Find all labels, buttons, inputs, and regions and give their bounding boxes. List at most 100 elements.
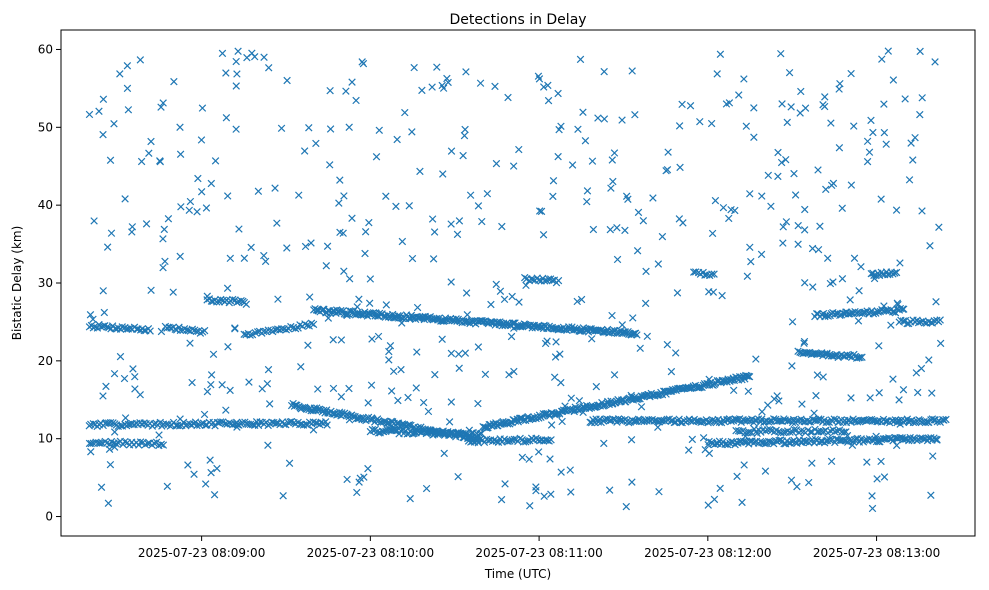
detection-point	[766, 417, 775, 426]
detection-point	[708, 229, 717, 238]
detection-point	[622, 192, 631, 200]
detection-point	[394, 396, 402, 405]
detection-point	[159, 99, 167, 107]
detection-point	[713, 70, 721, 78]
detection-point	[263, 379, 272, 388]
detection-point	[788, 362, 796, 370]
detection-point	[819, 427, 828, 436]
detection-point	[510, 435, 518, 444]
detection-point	[233, 70, 241, 78]
detection-point	[192, 327, 201, 336]
detection-point	[116, 352, 125, 361]
detection-point	[588, 157, 597, 165]
detection-point	[447, 147, 456, 155]
detection-point	[246, 331, 254, 339]
detection-point	[613, 255, 622, 264]
detection-point	[454, 350, 463, 358]
detection-point	[96, 439, 104, 447]
detection-point	[145, 149, 153, 157]
detection-point	[802, 348, 811, 357]
detection-point	[636, 344, 644, 353]
detection-point	[610, 371, 619, 379]
detection-point	[504, 93, 512, 102]
detection-point	[365, 299, 374, 307]
detection-point	[854, 317, 863, 325]
detection-point	[209, 350, 218, 359]
detection-point	[688, 435, 697, 444]
detection-point	[210, 491, 219, 499]
detection-point	[767, 202, 775, 211]
detection-point	[600, 67, 608, 76]
detection-point	[213, 298, 221, 306]
detection-point	[510, 367, 518, 376]
detection-point	[622, 502, 630, 511]
detection-point	[544, 81, 552, 90]
detection-point	[99, 392, 107, 400]
detection-point	[184, 461, 192, 469]
detection-point	[506, 437, 514, 445]
detection-point	[194, 174, 202, 183]
detection-point	[740, 461, 748, 469]
detection-point	[816, 222, 824, 230]
detection-point	[775, 397, 783, 405]
detection-point	[461, 125, 469, 134]
detection-point	[701, 445, 709, 454]
detection-point	[809, 283, 817, 291]
detection-point	[774, 148, 782, 157]
detection-point	[368, 335, 376, 343]
detection-point	[566, 466, 574, 474]
chart-title: Detections in Delay	[449, 12, 586, 28]
detection-point	[413, 348, 421, 356]
detection-point	[905, 176, 914, 184]
detection-point	[176, 123, 184, 131]
detection-point	[452, 315, 460, 323]
x-tick-label: 2025-07-23 08:12:00	[644, 546, 771, 560]
detection-point	[463, 311, 472, 319]
detection-point	[830, 428, 839, 436]
detection-point	[758, 192, 766, 200]
detection-point	[87, 448, 95, 456]
detection-point	[483, 189, 492, 198]
detection-point	[881, 417, 890, 426]
detection-point	[492, 437, 501, 445]
detection-point	[532, 486, 540, 495]
detection-point	[197, 419, 206, 428]
detection-point	[547, 490, 555, 498]
detection-point	[896, 420, 904, 428]
x-axis-ticks: 2025-07-23 08:09:00 2025-07-23 08:10:00 20…	[138, 536, 940, 560]
detection-point	[131, 385, 139, 393]
detection-point	[618, 321, 626, 329]
detection-point	[422, 484, 431, 493]
detection-point	[99, 95, 108, 104]
detection-point	[588, 335, 596, 343]
detection-point	[643, 332, 652, 341]
detection-point	[583, 187, 592, 195]
detection-point	[167, 324, 175, 332]
detection-point	[398, 237, 407, 246]
detection-point	[428, 215, 437, 223]
detection-point	[438, 335, 446, 343]
detection-point	[761, 439, 769, 448]
detection-point	[782, 155, 790, 164]
detection-point	[401, 108, 409, 117]
detection-point	[752, 416, 761, 424]
detection-point	[465, 426, 474, 434]
detection-point	[447, 398, 456, 406]
detection-point	[410, 63, 418, 72]
detection-point	[921, 418, 930, 427]
detection-point	[278, 325, 286, 333]
detection-point	[705, 375, 713, 384]
detection-point	[633, 247, 642, 255]
detection-point	[301, 242, 310, 251]
detection-point	[827, 181, 836, 190]
detection-point	[592, 382, 601, 391]
detection-point	[821, 93, 829, 101]
detection-point	[459, 429, 467, 438]
detection-point	[628, 478, 636, 486]
detection-point	[539, 83, 548, 91]
detection-point	[884, 47, 892, 55]
detection-point	[87, 439, 95, 448]
detection-point	[920, 319, 929, 327]
detection-point	[856, 353, 864, 362]
detection-point	[810, 416, 819, 425]
